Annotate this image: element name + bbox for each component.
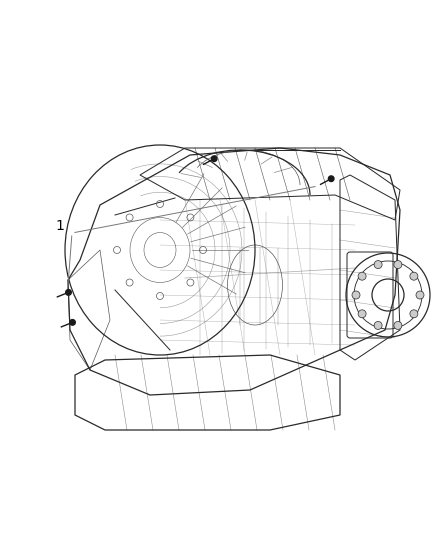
Circle shape <box>394 261 402 269</box>
Circle shape <box>394 321 402 329</box>
Circle shape <box>352 291 360 299</box>
Circle shape <box>374 261 382 269</box>
Circle shape <box>416 291 424 299</box>
Circle shape <box>212 156 217 161</box>
Circle shape <box>410 272 418 280</box>
Text: 1: 1 <box>55 219 64 233</box>
Circle shape <box>358 310 366 318</box>
Circle shape <box>374 321 382 329</box>
Circle shape <box>410 310 418 318</box>
Circle shape <box>328 176 334 182</box>
Circle shape <box>70 320 75 325</box>
Circle shape <box>358 272 366 280</box>
Circle shape <box>66 289 71 295</box>
